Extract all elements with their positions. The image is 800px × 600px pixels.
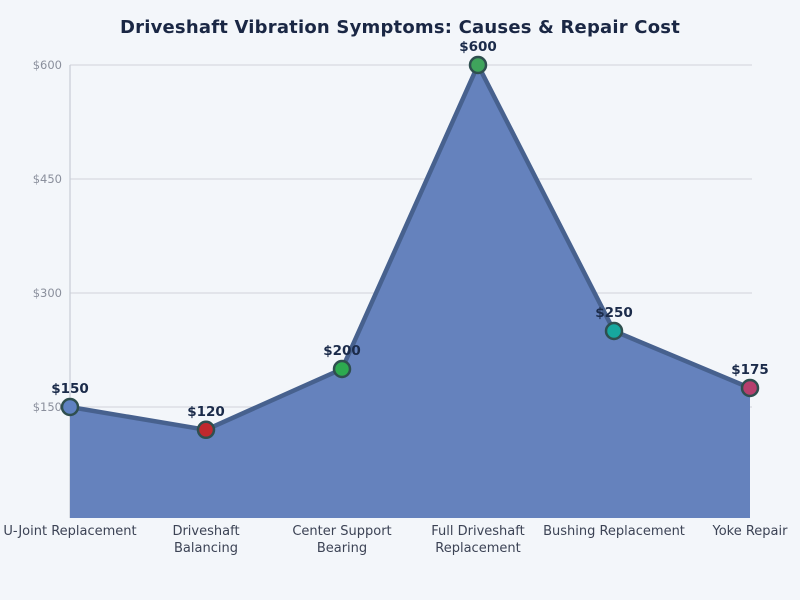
x-axis-label: Full Driveshaft Replacement <box>431 524 524 556</box>
x-axis-labels-group: U-Joint Replacement Driveshaft Balancing Ce… <box>3 524 788 556</box>
data-point-marker <box>604 321 624 341</box>
x-axis-label: Yoke Repair <box>712 524 789 539</box>
value-labels-group: $150 $120 $200 $600 $250 $175 <box>51 39 769 420</box>
area-fill <box>70 65 750 518</box>
line-series <box>67 62 753 433</box>
data-point-marker <box>60 397 80 417</box>
value-label: $150 <box>51 381 89 397</box>
y-tick-label: $300 <box>33 286 62 300</box>
value-label: $200 <box>323 343 361 359</box>
y-tick-label: $450 <box>33 172 62 186</box>
value-label: $600 <box>459 39 497 55</box>
value-label: $175 <box>731 362 769 378</box>
line-series-group <box>67 62 753 433</box>
data-point-markers-group <box>60 55 760 440</box>
x-axis-label: U-Joint Replacement <box>3 524 136 539</box>
x-axis-label: Center Support Bearing <box>292 524 391 556</box>
data-point-marker <box>332 359 352 379</box>
data-point-marker <box>740 378 760 398</box>
value-label: $250 <box>595 305 633 321</box>
data-point-marker <box>196 420 216 440</box>
area-series-group <box>70 65 750 518</box>
x-axis-label: Bushing Replacement <box>543 524 685 539</box>
y-axis-labels-group: $150 $300 $450 $600 <box>33 58 62 414</box>
x-axis-label: Driveshaft Balancing <box>172 524 239 556</box>
value-label: $120 <box>187 404 225 420</box>
data-point-marker <box>468 55 488 75</box>
y-tick-label: $150 <box>33 400 62 414</box>
y-tick-label: $600 <box>33 58 62 72</box>
chart-title: Driveshaft Vibration Symptoms: Causes & … <box>120 17 680 38</box>
